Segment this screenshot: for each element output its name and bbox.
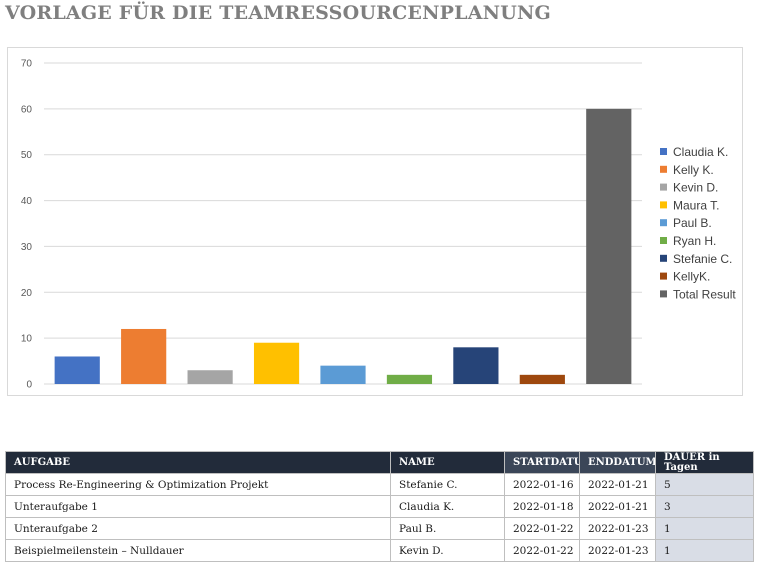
cell-dauer: 3: [655, 495, 754, 518]
cell-dauer: 5: [655, 473, 754, 496]
header-startdatum: STARTDATUM: [504, 451, 580, 474]
y-tick-label: 60: [21, 104, 33, 115]
legend-label: Paul B.: [673, 216, 712, 230]
cell-aufgabe: Process Re-Engineering & Optimization Pr…: [5, 473, 391, 496]
legend-label: Maura T.: [673, 198, 719, 212]
bar-maura-t: [253, 342, 300, 384]
chart-area: 0 10 20 30 40 50 60 70 Claudia K. Kelly K. Kevin D…: [7, 47, 743, 396]
cell-dauer: 1: [655, 517, 754, 540]
cell-name: Paul B.: [390, 517, 505, 540]
legend-label: Claudia K.: [673, 145, 728, 159]
table-header-row: AUFGABE NAME STARTDATUM ENDDATUM DAUER i…: [5, 451, 754, 474]
cell-startdatum: 2022-01-22: [504, 517, 580, 540]
legend-swatch: [660, 165, 667, 173]
cell-name: Stefanie C.: [390, 473, 505, 496]
legend-label: Ryan H.: [673, 234, 716, 248]
legend-label: Kevin D.: [673, 181, 718, 195]
cell-enddatum: 2022-01-21: [579, 495, 656, 518]
bar-claudia-k: [54, 356, 100, 384]
y-tick-label: 70: [21, 59, 33, 70]
legend-swatch: [660, 254, 667, 262]
bar-chart: 0 10 20 30 40 50 60 70 Claudia K. Kelly K. Kevin D…: [21, 59, 736, 391]
bar-ryan-h: [386, 374, 433, 384]
legend-swatch: [660, 183, 667, 191]
legend-swatch: [660, 272, 667, 280]
bar-kellyk: [519, 374, 565, 384]
cell-name: Kevin D.: [390, 539, 505, 562]
cell-aufgabe: Unteraufgabe 2: [5, 517, 391, 540]
y-tick-label: 10: [21, 334, 33, 345]
header-dauer: DAUER in Tagen: [655, 451, 754, 474]
legend-swatch: [660, 237, 667, 244]
cell-dauer: 1: [655, 539, 754, 562]
cell-enddatum: 2022-01-21: [579, 473, 656, 496]
legend-label: Total Result: [673, 287, 736, 301]
cell-startdatum: 2022-01-22: [504, 539, 580, 562]
table-row: Unteraufgabe 1 Claudia K. 2022-01-18 202…: [5, 495, 754, 518]
task-table: AUFGABE NAME STARTDATUM ENDDATUM DAUER i…: [5, 451, 754, 562]
legend-swatch: [660, 290, 667, 298]
bar-stefanie-c: [453, 347, 499, 384]
bar-kevin-d: [187, 370, 233, 384]
header-aufgabe: AUFGABE: [5, 451, 391, 474]
header-name: NAME: [390, 451, 505, 474]
bar-paul-b: [320, 365, 366, 384]
cell-aufgabe: Unteraufgabe 1: [5, 495, 391, 518]
cell-enddatum: 2022-01-23: [579, 517, 656, 540]
legend-swatch: [660, 201, 667, 209]
y-tick-label: 0: [26, 380, 32, 391]
cell-enddatum: 2022-01-23: [579, 539, 656, 562]
legend-swatch: [660, 219, 667, 227]
page-title: VORLAGE FÜR DIE TEAMRESSOURCENPLANUNG: [5, 2, 551, 24]
bar-kelly-k: [121, 328, 167, 384]
table-row: Process Re-Engineering & Optimization Pr…: [5, 473, 754, 496]
table-row: Unteraufgabe 2 Paul B. 2022-01-22 2022-0…: [5, 517, 754, 540]
cell-startdatum: 2022-01-16: [504, 473, 580, 496]
cell-name: Claudia K.: [390, 495, 505, 518]
legend-label: KellyK.: [673, 270, 710, 284]
y-tick-label: 40: [21, 196, 33, 207]
bar-total-result: [586, 108, 632, 384]
legend-swatch: [660, 148, 667, 155]
header-enddatum: ENDDATUM: [579, 451, 656, 474]
y-tick-label: 20: [21, 288, 33, 299]
table-row: Beispielmeilenstein – Nulldauer Kevin D.…: [5, 539, 754, 562]
legend-label: Kelly K.: [673, 163, 714, 177]
y-tick-label: 50: [21, 150, 33, 161]
y-tick-label: 30: [21, 242, 33, 253]
cell-aufgabe: Beispielmeilenstein – Nulldauer: [5, 539, 391, 562]
legend-label: Stefanie C.: [673, 252, 732, 266]
cell-startdatum: 2022-01-18: [504, 495, 580, 518]
